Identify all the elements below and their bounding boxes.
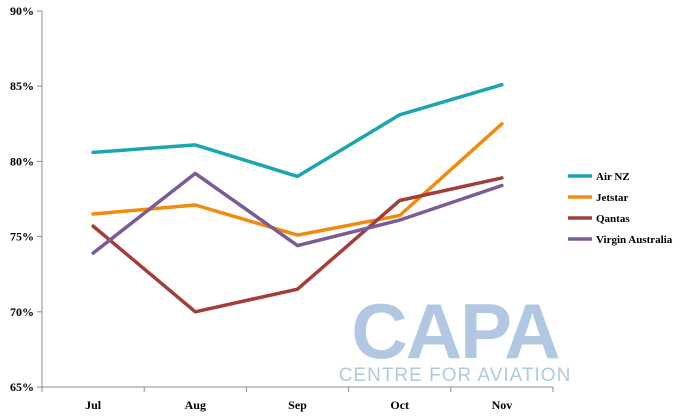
y-tick-label: 70% xyxy=(10,305,34,319)
capa-watermark: CAPA CENTRE FOR AVIATION xyxy=(339,287,572,386)
series-line-virgin-australia xyxy=(91,171,504,255)
watermark-sub: CENTRE FOR AVIATION xyxy=(339,365,572,386)
legend-label-virgin-australia: Virgin Australia xyxy=(596,234,673,246)
legend-label-jetstar: Jetstar xyxy=(596,192,628,204)
x-tick-label: Jul xyxy=(85,398,102,412)
legend-label-air-nz: Air NZ xyxy=(596,171,630,183)
x-tick-label: Nov xyxy=(492,398,513,412)
y-tick-label: 65% xyxy=(10,380,34,394)
watermark-main: CAPA xyxy=(351,287,559,375)
y-tick-label: 85% xyxy=(10,79,34,93)
x-tick-label: Aug xyxy=(185,398,206,412)
series-layer xyxy=(91,82,504,314)
series-line-qantas xyxy=(91,176,504,314)
x-tick-label: Sep xyxy=(288,398,307,412)
series-line-jetstar xyxy=(91,122,504,237)
legend-label-qantas: Qantas xyxy=(596,213,630,225)
axes: 65% 70% 75% 80% 85% 90% Jul Aug Sep Oct Nov xyxy=(10,4,554,412)
y-tick-label: 90% xyxy=(10,4,34,18)
x-tick-label: Oct xyxy=(390,398,409,412)
legend: Air NZ Jetstar Qantas Virgin Australia xyxy=(568,171,673,246)
y-tick-label: 80% xyxy=(10,154,34,168)
series-line-air-nz xyxy=(91,82,504,179)
y-tick-label: 75% xyxy=(10,230,34,244)
